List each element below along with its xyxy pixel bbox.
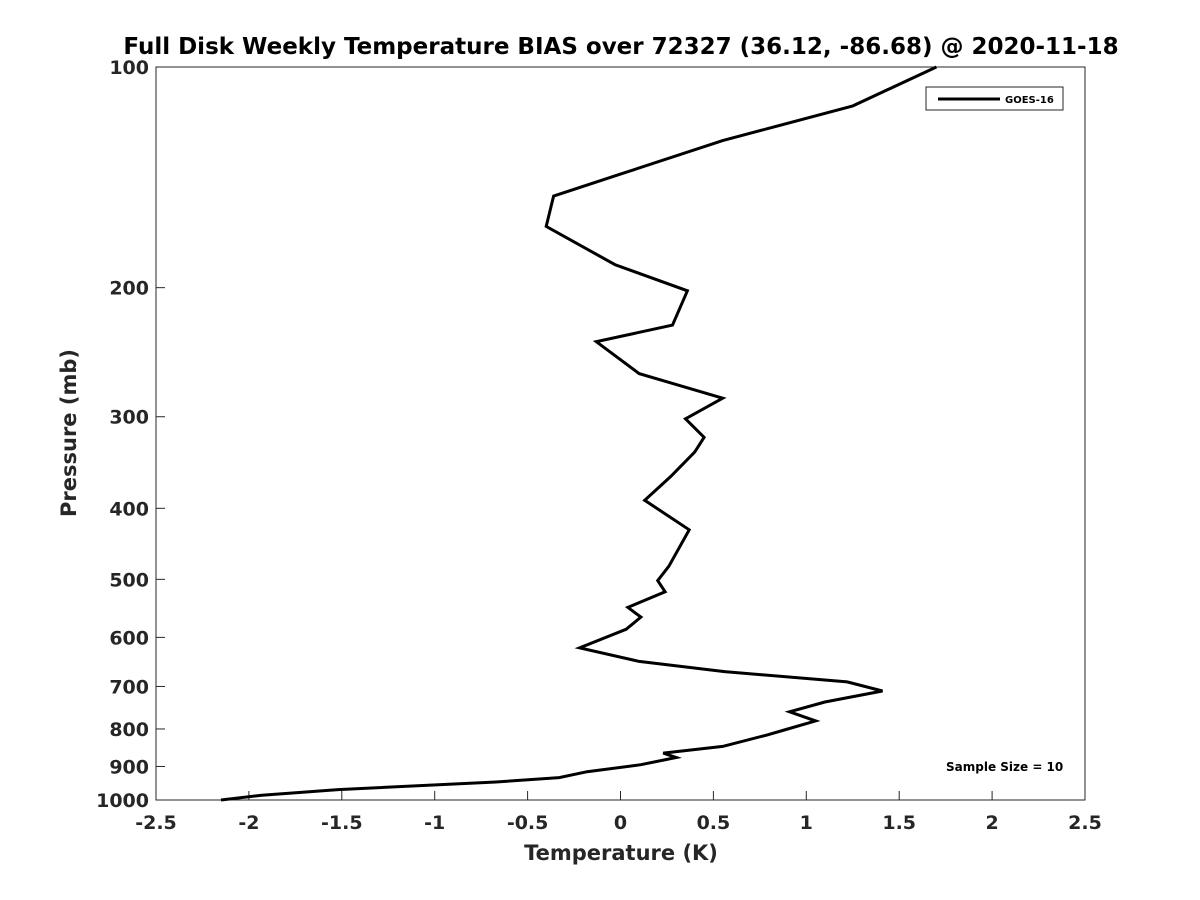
x-tick-label: -2 [238, 812, 259, 834]
x-tick-label: -1.5 [321, 812, 363, 834]
y-tick-label: 1000 [96, 790, 149, 812]
legend-label-goes-16: GOES-16 [1005, 95, 1054, 106]
y-tick-label: 400 [109, 498, 149, 520]
x-tick-label: -0.5 [507, 812, 549, 834]
x-axis: -2.5 -2 -1.5 -1 -0.5 0 0.5 1 1.5 2 2.5 [135, 791, 1102, 834]
x-tick-label: 2 [985, 812, 998, 834]
plot-area: -2.5 -2 -1.5 -1 -0.5 0 0.5 1 1.5 2 2.5 100 200 300 40… [96, 57, 1102, 834]
y-tick-label: 800 [109, 719, 149, 741]
y-tick-label: 500 [109, 569, 149, 591]
y-axis-title: Pressure (mb) [57, 349, 81, 517]
series-layer [220, 65, 938, 802]
x-axis-title: Temperature (K) [524, 841, 718, 865]
x-tick-label: 0.5 [697, 812, 731, 834]
chart-title: Full Disk Weekly Temperature BIAS over 7… [123, 34, 1118, 60]
legend: GOES-16 [925, 86, 1064, 111]
y-tick-label: 100 [109, 57, 149, 79]
x-tick-label: -1 [424, 812, 445, 834]
x-tick-label: 1 [800, 812, 813, 834]
y-tick-label: 200 [109, 278, 149, 300]
x-tick-label: 2.5 [1068, 812, 1102, 834]
y-tick-label: 700 [109, 676, 149, 698]
y-axis: 100 200 300 400 500 600 700 800 900 1000 [96, 57, 165, 812]
axes-box [155, 66, 1086, 801]
y-tick-label: 600 [109, 627, 149, 649]
x-tick-label: 0 [614, 812, 627, 834]
y-tick-label: 900 [109, 756, 149, 778]
sample-size-annotation: Sample Size = 10 [946, 760, 1063, 774]
x-tick-label: -2.5 [135, 812, 177, 834]
x-tick-label: 1.5 [882, 812, 916, 834]
series-line-goes-16 [220, 65, 938, 802]
y-tick-label: 300 [109, 407, 149, 429]
